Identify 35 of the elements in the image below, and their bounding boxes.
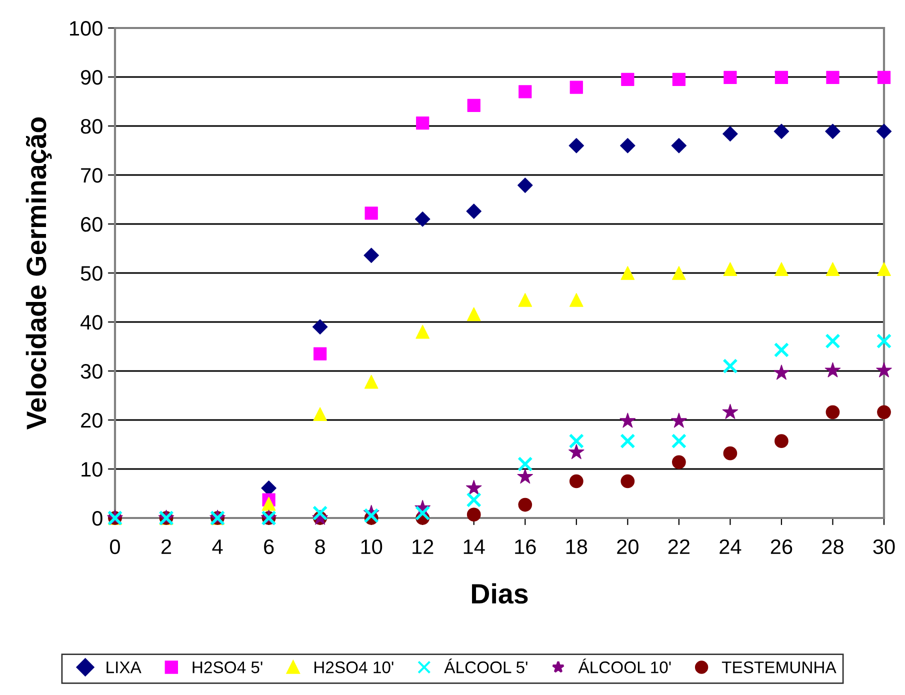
x-axis-title: Dias [472,583,528,604]
y-tick-label: 70 [81,168,102,183]
y-tick-label: 0 [92,511,102,526]
x-tick-label: 28 [822,539,844,554]
legend-label: ÁLCOOL 5' [444,658,528,674]
y-tick-label: 10 [82,462,102,477]
x-tick-label: 0 [110,539,120,554]
y-tick-label: 20 [81,413,102,428]
x-tick-label: 12 [412,539,434,554]
x-tick-label: 10 [361,539,382,554]
x-tick-label: 8 [315,539,325,554]
y-tick-label: 60 [81,217,102,232]
x-tick-label: 16 [515,539,536,554]
legend-label: LIXA [106,662,142,674]
x-tick-label: 30 [873,539,895,554]
legend-label: ÁLCOOL 10' [578,658,671,674]
x-tick-label: 18 [566,539,588,554]
x-tick-label: 24 [720,539,742,554]
legend-label: H2SO4 10' [314,661,394,674]
y-tick-label: 100 [70,21,102,36]
y-tick-label: 90 [81,70,102,85]
x-tick-label: 14 [464,540,485,554]
y-tick-label: 50 [80,266,102,281]
y-tick-label: 80 [80,119,102,134]
y-axis-title: Velocidade Germinação [26,117,52,430]
x-tick-label: 4 [212,540,223,554]
x-tick-label: 6 [264,539,274,554]
x-tick-label: 26 [770,539,792,554]
y-tick-label: 40 [80,315,102,330]
legend-label: TESTEMUNHA [722,661,836,674]
x-tick-label: 2 [162,539,172,554]
x-tick-label: 22 [668,539,690,554]
legend-label: H2SO4 5' [192,661,262,674]
x-tick-label: 20 [617,539,638,554]
y-tick-label: 30 [80,364,102,379]
